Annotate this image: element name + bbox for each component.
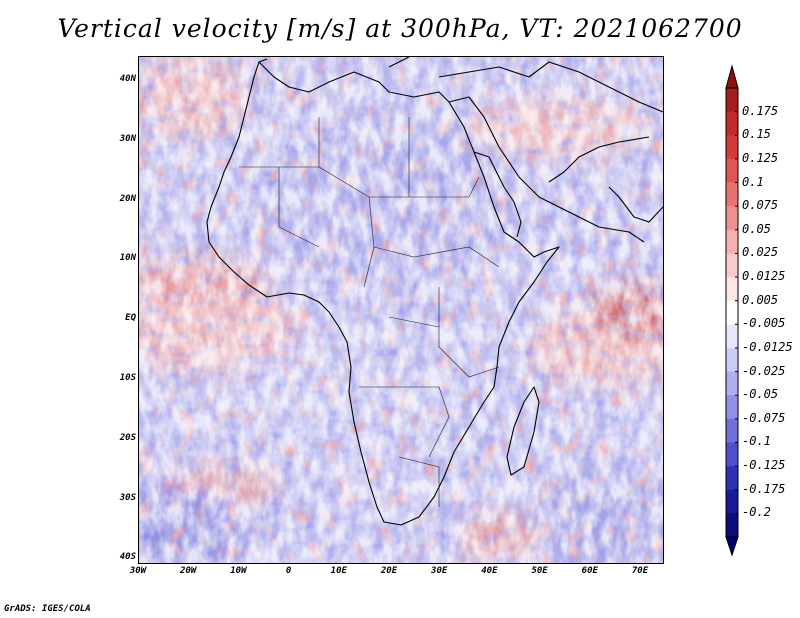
colorbar-segment [726, 229, 738, 254]
vertical-velocity-field [139, 57, 663, 563]
colorbar-segment [726, 442, 738, 467]
longitude-label: 50E [531, 566, 548, 576]
longitude-label: 20E [380, 566, 398, 576]
colorbar-label: -0.0125 [742, 339, 793, 354]
colorbar-segment [726, 277, 738, 302]
colorbar-label: -0.05 [742, 387, 779, 402]
colorbar-label: -0.075 [742, 410, 786, 425]
longitude-label: 10E [330, 566, 347, 576]
longitude-label: 60E [581, 566, 598, 576]
colorbar-label: 0.005 [742, 292, 779, 307]
colorbar-max-arrow [725, 64, 739, 89]
country-borders [239, 117, 500, 507]
colorbar-segment [726, 253, 738, 278]
longitude-label: 70E [631, 566, 649, 576]
colorbar-label: 0.15 [742, 127, 771, 142]
longitude-label: 30E [431, 566, 448, 576]
latitude-label: 40S [119, 552, 136, 563]
colorbar-min-arrow [725, 536, 739, 557]
longitude-label: 10W [230, 566, 247, 576]
latitude-label: 10S [119, 373, 136, 383]
longitude-label: 0 [285, 566, 292, 576]
colorbar-segment [726, 300, 738, 325]
colorbar-label: -0.1 [742, 434, 771, 449]
colorbar-label: 0.05 [742, 221, 771, 236]
map-panel [138, 56, 664, 564]
colorbar-label: 0.025 [742, 245, 779, 260]
colorbar-label: -0.175 [742, 481, 786, 496]
colorbar-segment [726, 324, 738, 349]
map-title: Vertical velocity [m/s] at 300hPa, VT: 2… [57, 14, 743, 43]
colorbar-label: 0.125 [742, 150, 779, 165]
colorbar-label: 0.0125 [742, 269, 786, 284]
latitude-label: 30S [119, 492, 136, 503]
colorbar-segment [726, 88, 738, 113]
colorbar-label: -0.125 [742, 458, 786, 473]
latitude-label: 10N [119, 253, 136, 264]
colorbar-label: 0.1 [742, 174, 764, 189]
colorbar-label: -0.2 [742, 505, 771, 520]
longitude-label: 40E [481, 566, 498, 576]
colorbar-segment [726, 513, 738, 538]
latitude-label: 30N [119, 133, 136, 144]
longitude-label: 30W [129, 566, 147, 576]
colorbar-frame [725, 87, 739, 538]
colorbar-segment [726, 347, 738, 373]
colorbar-segment [726, 182, 738, 207]
colorbar-segment [726, 489, 738, 514]
latitude-label: 20S [119, 432, 136, 443]
colorbar-segment [726, 135, 738, 160]
colorbar-segment [726, 418, 738, 443]
colorbar-segment [726, 466, 738, 491]
colorbar-label: 0.075 [742, 198, 779, 213]
latitude-label: 20N [119, 193, 136, 204]
colorbar-segment [726, 371, 738, 396]
colorbar-segment [726, 395, 738, 420]
colorbar-label: 0.175 [742, 103, 779, 118]
latitude-label: EQ [125, 313, 136, 324]
longitude-label: 20W [180, 566, 197, 576]
colorbar-label: -0.025 [742, 363, 786, 378]
colorbar-label: -0.005 [742, 316, 786, 331]
colorbar-segment [726, 206, 738, 231]
colorbar-segment [726, 111, 738, 136]
colorbar-segment [726, 158, 738, 184]
latitude-label: 40N [119, 74, 136, 84]
credit-label: GrADS: IGES/COLA [4, 604, 91, 614]
